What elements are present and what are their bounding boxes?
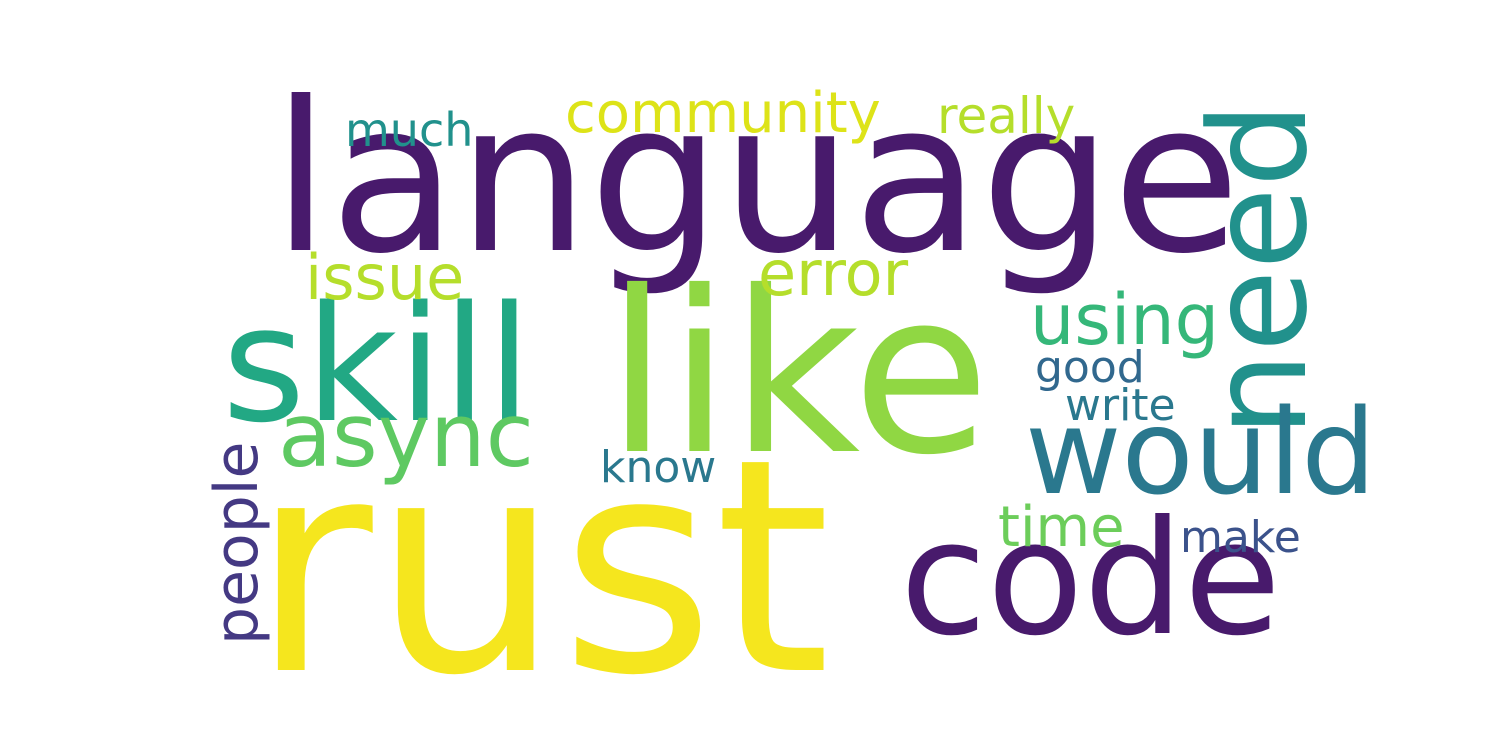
word-make: make xyxy=(1180,512,1301,563)
word-would: would xyxy=(1025,383,1377,521)
word-async: async xyxy=(278,384,535,487)
word-error: error xyxy=(758,237,909,310)
word-people: people xyxy=(202,441,272,645)
word-skill: skill xyxy=(222,271,532,458)
word-really: really xyxy=(937,87,1076,145)
word-issue: issue xyxy=(305,241,465,314)
word-language: language xyxy=(272,58,1241,300)
word-rust: rust xyxy=(251,395,831,740)
word-good: good xyxy=(1035,342,1145,393)
word-write: write xyxy=(1065,380,1176,431)
word-know: know xyxy=(600,442,717,493)
word-code: code xyxy=(900,487,1282,671)
word-much: much xyxy=(345,103,474,157)
word-community: community xyxy=(565,81,881,146)
word-like: like xyxy=(606,243,991,504)
word-using: using xyxy=(1030,279,1220,361)
word-time: time xyxy=(998,495,1125,560)
